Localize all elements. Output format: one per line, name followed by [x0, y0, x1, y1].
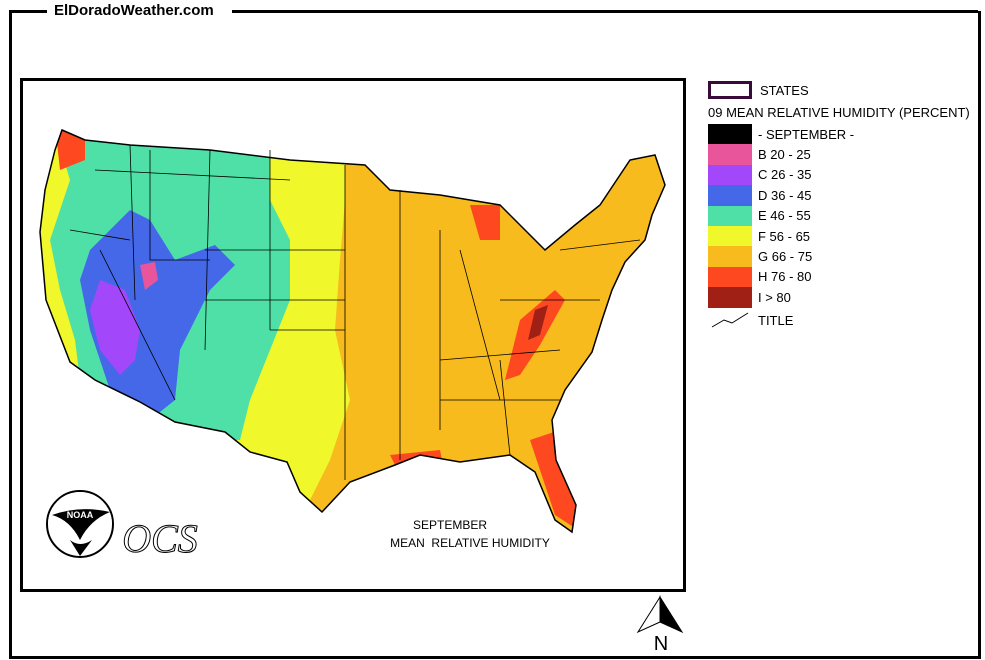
legend-swatch — [708, 124, 752, 145]
polyline-icon — [711, 312, 749, 327]
outer-frame — [9, 11, 981, 659]
legend-title: 09 MEAN RELATIVE HUMIDITY (PERCENT) — [708, 105, 970, 120]
legend-item: C 26 - 35 — [708, 164, 970, 186]
legend-item: H 76 - 80 — [708, 266, 970, 288]
legend-item: - SEPTEMBER - — [708, 124, 970, 145]
legend-swatch — [708, 246, 752, 267]
zone-c — [90, 280, 140, 375]
map-caption-month: SEPTEMBER — [412, 518, 487, 532]
north-arrow-icon — [636, 595, 684, 634]
noaa-logo-text: NOAA — [67, 510, 94, 520]
legend-item: E 46 - 55 — [708, 205, 970, 226]
zone-h-michigan — [470, 205, 500, 240]
legend-item: G 66 - 75 — [708, 246, 970, 267]
zone-g — [300, 140, 665, 532]
legend-states: STATES — [708, 78, 970, 102]
zone-b — [140, 262, 158, 290]
legend-swatch — [708, 205, 752, 226]
states-swatch — [708, 81, 752, 99]
legend-title-line-label: TITLE — [758, 313, 794, 329]
legend-title-line: TITLE — [708, 308, 970, 334]
legend-item-label: F 56 - 65 — [758, 228, 811, 244]
legend-swatch — [708, 287, 752, 308]
map-caption-title: MEAN RELATIVE HUMIDITY — [390, 536, 550, 550]
ocs-logo: OCS — [122, 516, 198, 561]
noaa-logo — [46, 490, 114, 558]
legend-item: B 20 - 25 — [708, 144, 970, 165]
legend-item-label: D 36 - 45 — [758, 187, 812, 203]
legend: STATES 09 MEAN RELATIVE HUMIDITY (PERCEN… — [708, 78, 970, 334]
state-borders — [69, 144, 641, 480]
legend-item-label: H 76 - 80 — [758, 269, 812, 285]
legend-swatch — [708, 164, 752, 186]
legend-swatch — [708, 185, 752, 206]
legend-item: D 36 - 45 — [708, 185, 970, 206]
frame-top-left — [9, 10, 47, 13]
legend-item-label: B 20 - 25 — [758, 147, 811, 163]
legend-swatch — [708, 144, 752, 165]
zone-i — [528, 305, 548, 340]
legend-item-label: - SEPTEMBER - — [758, 126, 855, 142]
site-title: ElDoradoWeather.com — [50, 2, 218, 19]
legend-item-label: E 46 - 55 — [758, 208, 811, 224]
north-label: N — [654, 633, 668, 655]
legend-item-label: C 26 - 35 — [758, 167, 812, 183]
legend-item: F 56 - 65 — [708, 225, 970, 247]
legend-item-label: G 66 - 75 — [758, 249, 813, 265]
legend-swatch — [708, 225, 752, 247]
legend-item: I > 80 — [708, 287, 970, 308]
frame-top-right — [232, 10, 978, 13]
legend-swatch — [708, 266, 752, 288]
legend-item-label: I > 80 — [758, 289, 791, 305]
legend-states-label: STATES — [760, 82, 809, 98]
